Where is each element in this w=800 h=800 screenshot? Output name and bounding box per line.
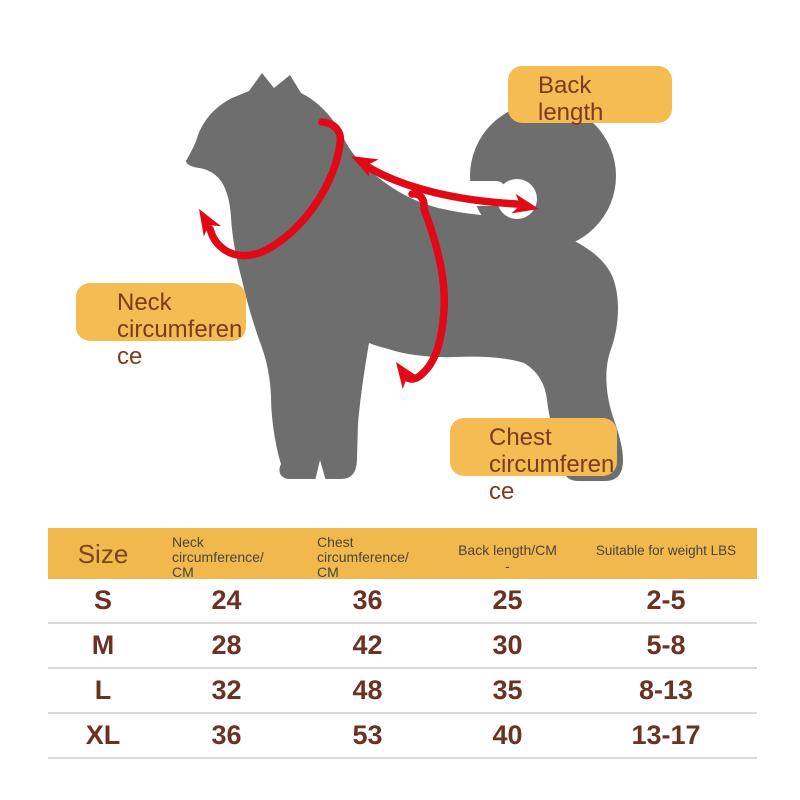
- label-line: Neck: [117, 289, 172, 316]
- value-cell: 8-13: [638, 675, 694, 705]
- back-length-label-text: Back length: [538, 72, 603, 126]
- value-cell: 53: [352, 720, 383, 750]
- label-line: ce: [489, 478, 515, 505]
- size-cell: XL: [85, 720, 121, 750]
- neck-circumference-arrow: [199, 118, 345, 260]
- value-cell: 32: [211, 675, 242, 705]
- table-row: L 32 48 35 8-13: [48, 669, 757, 714]
- value-cell: 30: [492, 630, 523, 660]
- chest-arrowhead-icon: [396, 362, 420, 390]
- back-length-arrow: [351, 156, 539, 214]
- value-cell: 35: [492, 675, 523, 705]
- size-cell: S: [93, 585, 112, 615]
- front-paw-notch: [315, 460, 326, 481]
- value-cell: 36: [211, 720, 242, 750]
- size-cell: M: [91, 630, 115, 660]
- header-line: Neck: [172, 534, 204, 550]
- label-line: Chest: [489, 424, 552, 451]
- header-line: Chest: [317, 534, 354, 550]
- neck-circumference-label-text: Neck circumferen ce: [117, 289, 242, 370]
- table-row: S 24 36 25 2-5: [48, 579, 757, 624]
- neck-arrowhead-icon: [199, 209, 221, 237]
- size-cell: L: [94, 675, 112, 705]
- label-line: ce: [117, 343, 143, 370]
- value-cell: 13-17: [631, 720, 701, 750]
- size-table-body: S 24 36 25 2-5 M 28 42 30 5-8 L 32 48 35 8-13 XL 36 53 40 1…: [48, 579, 757, 759]
- back-length-arrowhead-right-icon: [511, 193, 539, 214]
- header-cell-neck: Neck circumference/CM: [158, 528, 295, 580]
- header-line: Suitable for weight LBS: [595, 543, 737, 558]
- value-cell: 48: [352, 675, 383, 705]
- header-line: Size: [77, 539, 129, 569]
- table-row: M 28 42 30 5-8: [48, 624, 757, 669]
- value-cell: 40: [492, 720, 523, 750]
- header-cell-size: Size: [48, 528, 158, 579]
- header-line: circumference/: [172, 549, 264, 565]
- header-line: -: [505, 558, 510, 574]
- dog-measurement-diagram: [186, 73, 623, 481]
- table-row: XL 36 53 40 13-17: [48, 714, 757, 759]
- value-cell: 24: [211, 585, 242, 615]
- dog-silhouette: [186, 73, 623, 481]
- label-line: circumferen: [489, 451, 615, 478]
- value-cell: 25: [492, 585, 523, 615]
- value-cell: 42: [352, 630, 383, 660]
- value-cell: 28: [211, 630, 242, 660]
- header-line: circumference/: [317, 549, 409, 565]
- value-cell: 5-8: [646, 630, 686, 660]
- label-line: circumferen: [117, 316, 243, 343]
- header-cell-back: Back length/CM -: [440, 528, 575, 579]
- back-length-arrowhead-left-icon: [351, 156, 379, 178]
- label-line: length: [538, 99, 604, 126]
- value-cell: 36: [352, 585, 383, 615]
- neck-circumference-label: Neck circumferen ce: [76, 283, 246, 370]
- header-cell-weight: Suitable for weight LBS: [575, 528, 757, 579]
- size-table: Size Neck circumference/CM Chest circumferen…: [48, 528, 757, 759]
- back-length-label: Back length: [508, 66, 672, 126]
- header-cell-chest: Chest circumference/CM: [295, 528, 440, 580]
- size-table-header: Size Neck circumference/CM Chest circumferen…: [48, 528, 757, 580]
- chest-circumference-label: Chest circumferen ce: [450, 418, 617, 505]
- chest-circumference-label-text: Chest circumferen ce: [489, 424, 614, 505]
- label-line: Back: [538, 72, 592, 99]
- value-cell: 2-5: [646, 585, 686, 615]
- header-line: CM: [172, 564, 194, 580]
- header-line: Back length/CM: [458, 542, 557, 558]
- header-line: CM: [317, 564, 339, 580]
- chest-circumference-arrow: [396, 190, 449, 390]
